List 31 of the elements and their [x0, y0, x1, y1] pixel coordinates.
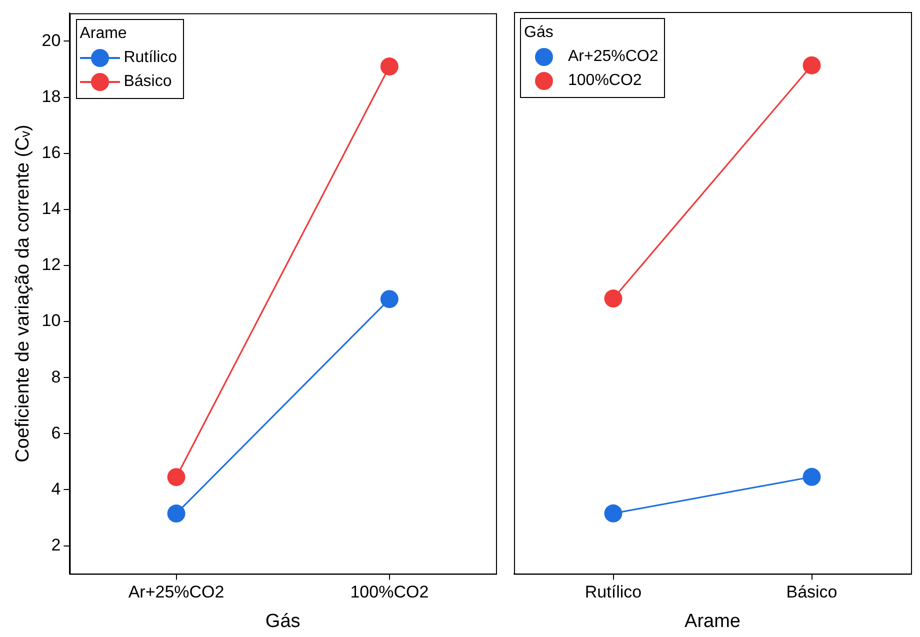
y-axis-title: Coeficiente de variação da corrente (Cᵥ) [12, 124, 34, 462]
y-tick-label: 16 [42, 143, 61, 162]
legend-label: Ar+25%CO2 [568, 47, 658, 67]
legend-label: 100%CO2 [568, 71, 642, 91]
y-tick-label: 8 [51, 367, 61, 386]
legend-title: Arame [80, 24, 128, 44]
y-tick-label: 14 [42, 199, 61, 218]
y-tick-label: 4 [51, 479, 61, 498]
x-axis-title: Arame [684, 610, 740, 632]
y-tick-label: 10 [42, 311, 61, 330]
y-tick-label: 18 [42, 86, 61, 106]
point [604, 290, 622, 308]
x-axis-title: Gás [265, 610, 300, 632]
legend-label: Rutílico [124, 48, 178, 68]
point [167, 504, 186, 523]
x-tick-label: Básico [786, 582, 838, 602]
y-tick-label: 20 [42, 30, 61, 50]
point [604, 504, 622, 522]
y-tick-label: 2 [51, 535, 61, 554]
legend-title: Gás [524, 23, 554, 43]
x-tick-label: Rutílico [584, 582, 642, 602]
y-tick-label: 6 [51, 423, 61, 442]
point [380, 290, 398, 308]
legend-label: Básico [124, 72, 172, 92]
point [167, 468, 186, 486]
point [802, 56, 821, 74]
point [802, 468, 821, 486]
x-tick-label: 100%CO2 [350, 582, 429, 602]
x-tick-label: Ar+25%CO2 [128, 582, 224, 602]
y-tick-label: 12 [42, 255, 61, 274]
point [380, 57, 398, 76]
